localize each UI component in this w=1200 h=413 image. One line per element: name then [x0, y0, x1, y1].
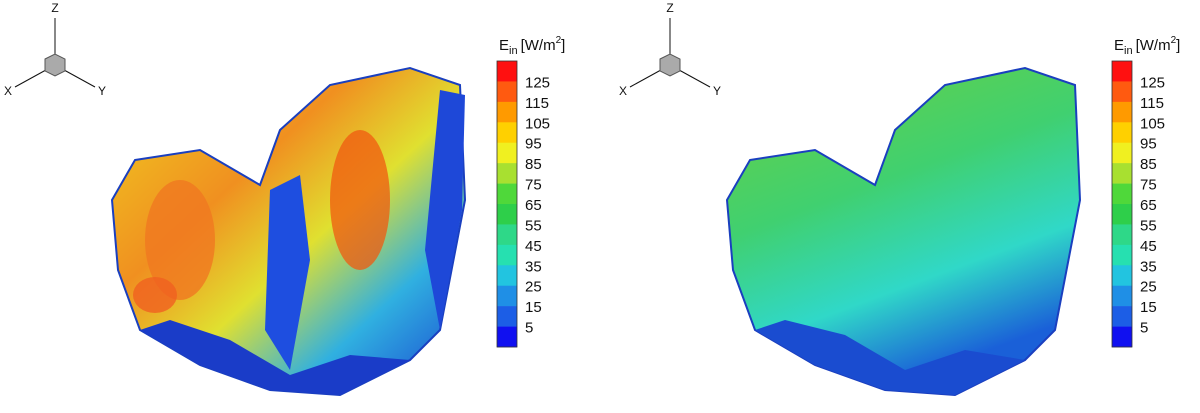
- colorbar-band: [497, 183, 517, 205]
- colorbar-frame: [1111, 60, 1133, 348]
- triad-cube: [44, 53, 66, 77]
- triad-label: X: [619, 84, 627, 98]
- colorbar-band: [1112, 163, 1132, 184]
- triad-cube: [659, 53, 681, 77]
- panel: Z X Y Ein [W/m2] 125 115 105 95 85 75 65 55 45 35 25 15 5: [619, 1, 1180, 348]
- colorbar-label: 85: [525, 156, 542, 173]
- colorbar-band: [497, 142, 517, 164]
- triad-label: Z: [51, 1, 58, 15]
- colorbar-title: Ein [W/m2]: [1114, 35, 1180, 57]
- colorbar-label: 85: [1140, 156, 1157, 173]
- colorbar-band: [497, 81, 517, 103]
- colorbar-label: 5: [525, 320, 533, 337]
- triad-label: Y: [713, 84, 721, 98]
- colorbar-label: 115: [1140, 95, 1164, 112]
- colorbar-label: 15: [525, 299, 542, 316]
- colorbar-band: [1112, 61, 1132, 82]
- colorbar-label: 125: [525, 74, 550, 91]
- colorbar-band: [497, 265, 517, 287]
- colorbar-band: [497, 224, 517, 246]
- colorbar-title-part: [W/m: [521, 37, 556, 54]
- colorbar-band: [497, 122, 517, 144]
- colorbar-band: [1112, 183, 1132, 205]
- colorbar-label: 105: [525, 115, 550, 132]
- colorbar-label: 25: [1140, 279, 1157, 296]
- colorbar-band: [1112, 326, 1132, 348]
- colorbar-band: [497, 326, 517, 348]
- colorbar-band: [1112, 101, 1132, 123]
- colorbar-band: [497, 163, 517, 184]
- colorbar-label: 55: [1140, 217, 1157, 234]
- colorbar-band: [1112, 142, 1132, 164]
- colorbar-label: 35: [1140, 258, 1157, 275]
- colorbar-title-part: ]: [561, 37, 565, 54]
- colorbar-frame: [496, 60, 518, 348]
- colorbar-label: 65: [525, 197, 542, 214]
- comet-left: [110, 66, 467, 397]
- colorbar-label: 115: [525, 95, 549, 112]
- colorbar-label: 125: [1140, 74, 1165, 91]
- colorbar-title-part: 2: [556, 35, 562, 46]
- colorbar-band: [497, 285, 517, 307]
- triad-label: Z: [666, 1, 673, 15]
- panel: Z X Y Ein [W/m2] 125 115 105 95 85 75 65 55 45 35 25 15 5: [4, 1, 565, 348]
- colorbar-title-part: E: [1114, 37, 1124, 54]
- colorbar-label: 45: [1140, 238, 1157, 255]
- colorbar-label: 35: [525, 258, 542, 275]
- colorbar-title-part: E: [499, 37, 509, 54]
- colorbar-band: [1112, 306, 1132, 327]
- colorbar-band: [1112, 81, 1132, 103]
- colorbar-band: [497, 306, 517, 327]
- colorbar-band: [1112, 285, 1132, 307]
- colorbar-band: [1112, 122, 1132, 144]
- colorbar-band: [1112, 204, 1132, 225]
- colorbar-band: [497, 61, 517, 82]
- colorbar-band: [1112, 244, 1132, 266]
- colorbar-title-part: in: [509, 45, 518, 57]
- colorbar-title-part: ]: [1176, 37, 1180, 54]
- colorbar-title-part: in: [1124, 45, 1133, 57]
- colorbar-band: [1112, 265, 1132, 287]
- colorbar-band: [497, 204, 517, 225]
- colorbar-label: 75: [525, 177, 542, 194]
- colorbar-label: 105: [1140, 115, 1165, 132]
- colorbar-label: 95: [525, 136, 542, 153]
- colorbar-label: 65: [1140, 197, 1157, 214]
- colorbar-title-part: 2: [1171, 35, 1177, 46]
- colorbar-label: 25: [525, 279, 542, 296]
- colorbar-label: 45: [525, 238, 542, 255]
- colorbar-band: [497, 244, 517, 266]
- triad-label: Y: [98, 84, 106, 98]
- colorbar-label: 55: [525, 217, 542, 234]
- colorbar-label: 75: [1140, 177, 1157, 194]
- colorbar-label: 15: [1140, 299, 1157, 316]
- colorbar-band: [497, 101, 517, 123]
- colorbar-band: [1112, 224, 1132, 246]
- colorbar-title: Ein [W/m2]: [499, 35, 565, 57]
- colorbar-title-part: [W/m: [1136, 37, 1171, 54]
- comet-right: [725, 66, 1082, 397]
- triad-label: X: [4, 84, 12, 98]
- colorbar-label: 95: [1140, 136, 1157, 153]
- colorbar-label: 5: [1140, 320, 1148, 337]
